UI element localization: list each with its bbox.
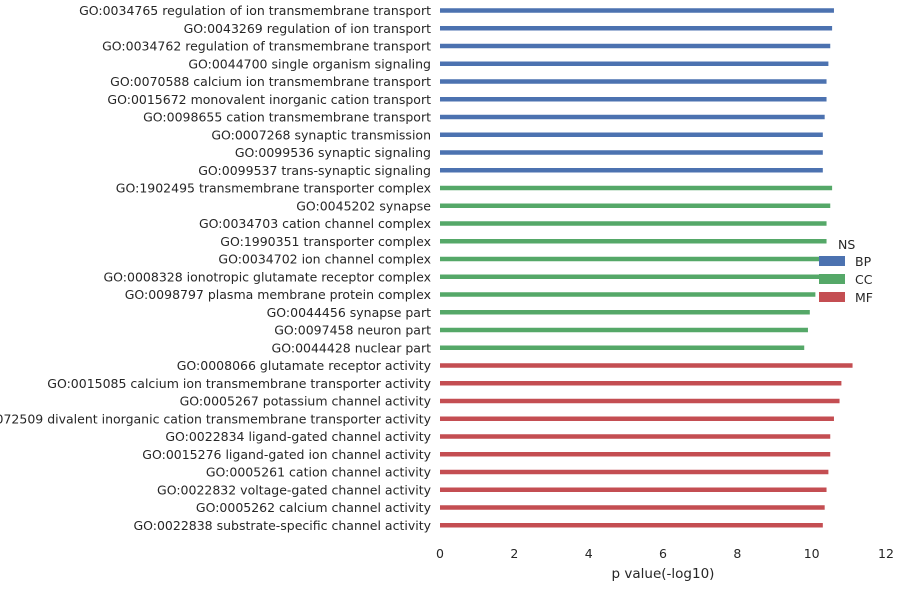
- category-label: GO:0070588 calcium ion transmembrane tra…: [110, 74, 431, 89]
- legend-swatch: [819, 292, 845, 302]
- category-label: GO:0034702 ion channel complex: [218, 252, 431, 267]
- bar: [440, 150, 823, 155]
- bar: [440, 168, 823, 173]
- bar: [440, 203, 831, 208]
- x-tick-label: 6: [659, 546, 667, 561]
- category-label: GO:0044456 synapse part: [267, 305, 431, 320]
- category-label: GO:0022834 ligand-gated channel activity: [165, 429, 431, 444]
- category-label: GO:0022832 voltage-gated channel activit…: [157, 482, 432, 497]
- category-label: GO:0097458 neuron part: [274, 323, 431, 338]
- category-label: GO:0022838 substrate-specific channel ac…: [133, 518, 431, 533]
- category-label: GO:0005267 potassium channel activity: [180, 394, 432, 409]
- category-label: GO:0015085 calcium ion transmembrane tra…: [47, 376, 431, 391]
- category-label: GO:0008066 glutamate receptor activity: [177, 358, 432, 373]
- x-tick-label: 10: [804, 546, 820, 561]
- bar: [440, 185, 833, 191]
- category-labels: GO:0034765 regulation of ion transmembra…: [0, 3, 432, 533]
- bar: [440, 114, 825, 120]
- bar: [440, 8, 834, 13]
- category-label: GO:0034762 regulation of transmembrane t…: [102, 39, 431, 54]
- category-label: GO:0005262 calcium channel activity: [196, 500, 432, 515]
- bar: [440, 416, 834, 421]
- bar: [440, 221, 827, 226]
- bar: [440, 469, 829, 475]
- category-label: GO:0072509 divalent inorganic cation tra…: [0, 411, 432, 426]
- category-label: GO:1902495 transmembrane transporter com…: [116, 181, 431, 196]
- x-tick-label: 8: [733, 546, 741, 561]
- x-axis-title: p value(-log10): [612, 566, 715, 582]
- bar: [440, 132, 823, 137]
- x-tick-label: 12: [878, 546, 894, 561]
- bars-layer: [440, 8, 853, 528]
- bar: [440, 310, 810, 315]
- legend: NS BP CC MF: [819, 237, 873, 305]
- bar: [440, 434, 831, 439]
- legend-label: MF: [855, 290, 873, 305]
- category-label: GO:0034765 regulation of ion transmembra…: [79, 3, 431, 18]
- bar: [440, 26, 833, 31]
- bar: [440, 327, 808, 333]
- bar: [440, 43, 831, 49]
- x-axis-ticks: 0 2 4 6 8 10 12: [436, 546, 894, 561]
- bar: [440, 505, 825, 510]
- bar: [440, 452, 831, 457]
- category-label: GO:1990351 transporter complex: [220, 234, 431, 249]
- category-label: GO:0015672 monovalent inorganic cation t…: [107, 92, 431, 107]
- bar: [440, 381, 842, 386]
- bar: [440, 398, 840, 404]
- legend-title: NS: [838, 237, 855, 252]
- category-label: GO:0015276 ligand-gated ion channel acti…: [142, 447, 431, 462]
- category-label: GO:0098655 cation transmembrane transpor…: [143, 110, 431, 125]
- legend-label: BP: [855, 254, 872, 269]
- bar: [440, 292, 816, 297]
- x-tick-label: 2: [510, 546, 518, 561]
- category-label: GO:0044700 single organism signaling: [188, 56, 431, 71]
- legend-swatch: [819, 274, 845, 284]
- bar: [440, 79, 827, 84]
- x-tick-label: 4: [585, 546, 593, 561]
- category-label: GO:0008328 ionotropic glutamate receptor…: [104, 269, 432, 284]
- bar: [440, 256, 825, 262]
- category-label: GO:0043269 regulation of ion transport: [184, 21, 432, 36]
- category-label: GO:0099537 trans-synaptic signaling: [198, 163, 431, 178]
- legend-label: CC: [855, 272, 873, 287]
- category-label: GO:0007268 synaptic transmission: [211, 127, 431, 142]
- category-label: GO:0044428 nuclear part: [272, 340, 432, 355]
- category-label: GO:0005261 cation channel activity: [206, 465, 432, 480]
- bar: [440, 239, 827, 244]
- bar: [440, 274, 820, 279]
- bar: [440, 487, 827, 492]
- category-label: GO:0099536 synaptic signaling: [235, 145, 431, 160]
- legend-swatch: [819, 256, 845, 266]
- category-label: GO:0098797 plasma membrane protein compl…: [125, 287, 431, 302]
- bar: [440, 363, 853, 368]
- bar: [440, 345, 805, 350]
- category-label: GO:0045202 synapse: [296, 198, 431, 213]
- bar: [440, 61, 829, 66]
- bar: [440, 97, 827, 102]
- bar: [440, 523, 823, 528]
- x-tick-label: 0: [436, 546, 444, 561]
- category-label: GO:0034703 cation channel complex: [199, 216, 431, 231]
